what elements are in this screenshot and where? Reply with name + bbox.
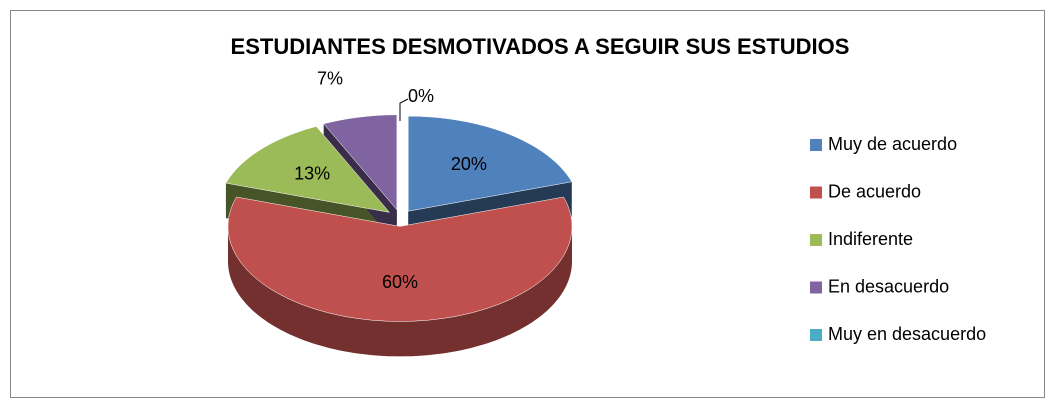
legend-swatch — [810, 281, 822, 294]
legend-label: En desacuerdo — [828, 276, 949, 296]
data-label: 0% — [408, 86, 434, 106]
legend-swatch — [810, 329, 822, 341]
slice — [227, 196, 573, 322]
data-label: 60% — [382, 272, 418, 292]
leader-line — [399, 98, 409, 121]
legend-label: Indiferente — [828, 229, 913, 249]
legend-label: De acuerdo — [828, 181, 921, 201]
legend-label: Muy de acuerdo — [828, 134, 957, 154]
legend-swatch — [810, 234, 822, 246]
slice — [407, 115, 573, 212]
chart-title: ESTUDIANTES DESMOTIVADOS A SEGUIR SUS ES… — [231, 34, 850, 59]
data-label: 7% — [317, 69, 343, 89]
data-label: 13% — [294, 164, 330, 184]
legend-swatch — [810, 186, 822, 199]
slice — [323, 114, 398, 211]
legend-swatch — [810, 139, 822, 151]
slice-wall — [228, 226, 572, 357]
legend-label: Muy en desacuerdo — [828, 324, 986, 344]
slice — [225, 126, 391, 213]
data-label: 20% — [451, 154, 487, 174]
